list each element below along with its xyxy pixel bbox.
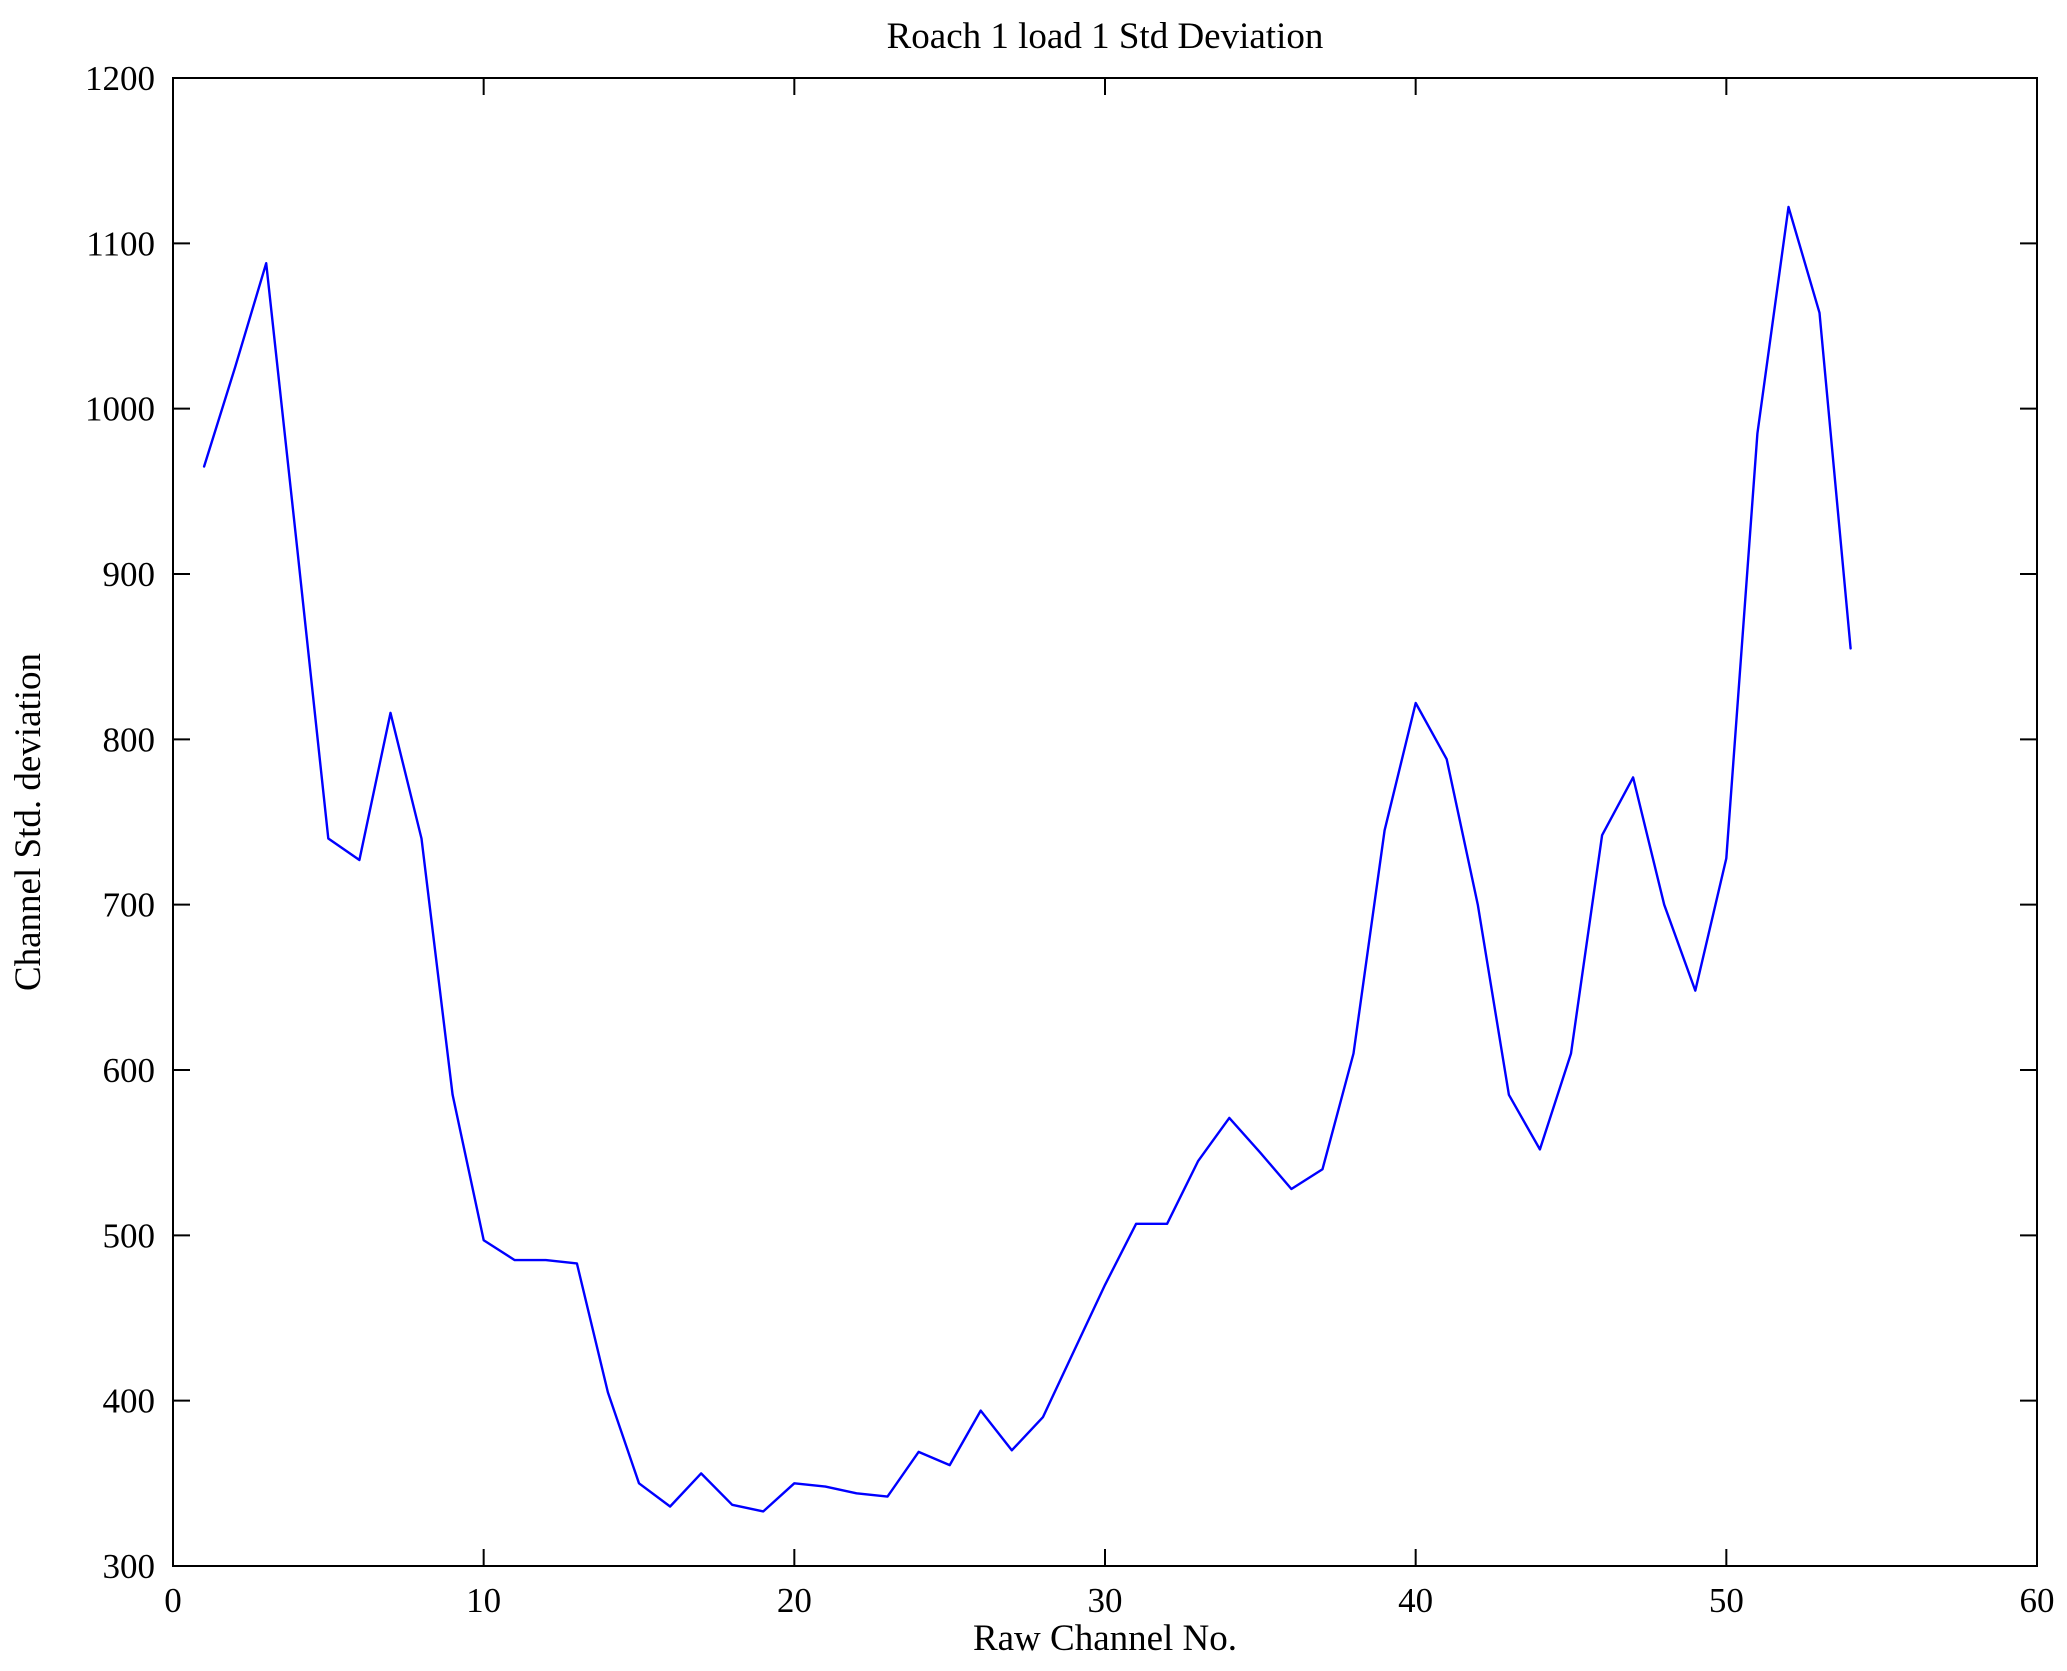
x-tick-label: 10	[466, 1581, 501, 1620]
x-tick-label: 30	[1088, 1581, 1123, 1620]
x-tick-label: 0	[164, 1581, 182, 1620]
y-tick-label: 800	[103, 720, 156, 759]
y-tick-label: 300	[103, 1547, 156, 1586]
chart-title: Roach 1 load 1 Std Deviation	[887, 16, 1324, 57]
y-tick-label: 900	[103, 555, 156, 594]
axes-frame	[172, 77, 2038, 1567]
x-tick-label: 20	[777, 1581, 812, 1620]
y-axis-label: Channel Std. deviation	[8, 653, 49, 991]
y-tick-label: 700	[103, 886, 156, 925]
plot-area: 0 10 20 30 40 50 60 300 400 500 600 700 800 900 1000 11…	[85, 59, 2055, 1620]
y-tick-label: 400	[103, 1382, 156, 1421]
y-tick-label: 500	[103, 1216, 156, 1255]
y-tick-label: 1000	[85, 390, 155, 429]
y-tick-label: 1200	[85, 59, 155, 98]
x-tick-label: 50	[1709, 1581, 1744, 1620]
x-tick-label: 60	[2020, 1581, 2055, 1620]
y-tick-label: 1100	[86, 224, 155, 263]
x-axis-label: Raw Channel No.	[973, 1618, 1237, 1659]
x-tick-label: 40	[1398, 1581, 1433, 1620]
data-line-channel-std-deviation	[202, 205, 1852, 1513]
y-tick-label: 600	[103, 1051, 156, 1090]
